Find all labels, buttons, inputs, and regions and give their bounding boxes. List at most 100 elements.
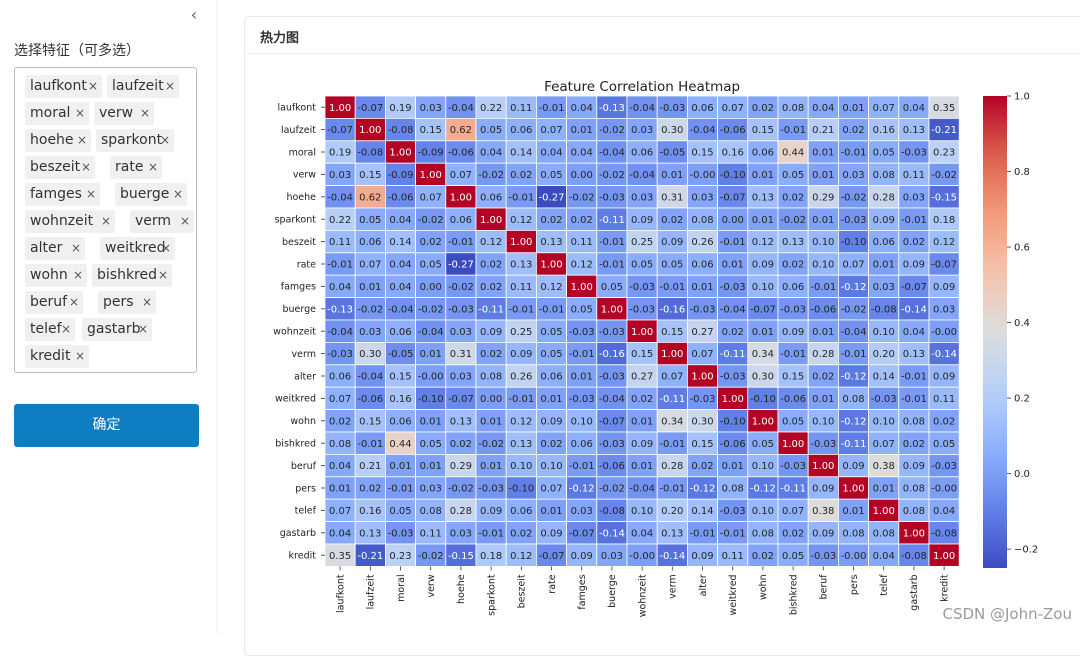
feature-tag-label: laufkont (30, 78, 87, 94)
feature-tag-bishkred[interactable]: bishkred × (92, 264, 172, 287)
cell-value: 0.05 (601, 282, 623, 293)
colorbar-tick-label: 0.8 (1014, 167, 1030, 178)
feature-tag-sparkont[interactable]: sparkont × (96, 129, 174, 152)
remove-tag-icon[interactable]: × (139, 106, 150, 120)
remove-tag-icon[interactable]: × (100, 214, 111, 228)
cell-value: -0.01 (901, 215, 927, 226)
cell-value: 0.04 (389, 282, 411, 293)
feature-tag-verm[interactable]: verm × (130, 210, 194, 233)
cell-value: 0.08 (903, 484, 925, 495)
feature-tag-laufkont[interactable]: laufkont × (25, 75, 102, 98)
cell-value: -0.03 (780, 304, 806, 315)
remove-tag-icon[interactable]: × (74, 349, 85, 363)
collapse-sidebar-icon[interactable]: ‹ (190, 5, 198, 24)
remove-tag-icon[interactable]: × (74, 106, 85, 120)
feature-tag-hoehe[interactable]: hoehe × (25, 129, 91, 152)
cell-value: 0.09 (510, 349, 532, 360)
cell-value: -0.16 (599, 349, 625, 360)
cell-value: 0.11 (510, 282, 532, 293)
cell-value: 0.10 (540, 461, 562, 472)
feature-tag-weitkred[interactable]: weitkred × (100, 237, 175, 260)
feature-tag-beszeit[interactable]: beszeit × (25, 156, 95, 179)
remove-tag-icon[interactable]: × (70, 241, 81, 255)
cell-value: 1.00 (450, 192, 472, 203)
cell-value: 0.07 (329, 394, 351, 405)
y-tick-label: telef (295, 506, 317, 517)
feature-tag-verw[interactable]: verw × (94, 102, 154, 125)
feature-tag-beruf[interactable]: beruf × (25, 291, 83, 314)
cell-value: 1.00 (329, 103, 351, 114)
feature-tag-rate[interactable]: rate × (110, 156, 162, 179)
remove-tag-icon[interactable]: × (85, 187, 96, 201)
feature-tag-wohnzeit[interactable]: wohnzeit × (25, 210, 115, 233)
remove-tag-icon[interactable]: × (147, 160, 158, 174)
feature-tag-pers[interactable]: pers × (98, 291, 156, 314)
cell-value: -0.07 (599, 416, 625, 427)
cell-value: 0.06 (691, 103, 713, 114)
cell-value: 0.26 (510, 372, 532, 383)
cell-value: 0.01 (661, 170, 683, 181)
remove-tag-icon[interactable]: × (60, 322, 71, 336)
cell-value: -0.02 (569, 192, 595, 203)
feature-tag-buerge[interactable]: buerge × (115, 183, 187, 206)
remove-tag-icon[interactable]: × (68, 295, 79, 309)
feature-multiselect[interactable]: laufkont × laufzeit × moral × verw × hoehe × spark… (14, 67, 197, 373)
remove-tag-icon[interactable]: × (159, 133, 170, 147)
cell-value: -0.02 (841, 192, 867, 203)
remove-tag-icon[interactable]: × (157, 268, 168, 282)
cell-value: 0.14 (691, 506, 713, 517)
remove-tag-icon[interactable]: × (87, 79, 98, 93)
feature-tag-kredit[interactable]: kredit × (25, 345, 89, 368)
cell-value: -0.06 (780, 394, 806, 405)
cell-value: 0.08 (722, 484, 744, 495)
x-tick-label: bishkred (788, 574, 799, 615)
cell-value: -0.02 (418, 215, 444, 226)
cell-value: 0.13 (782, 237, 804, 248)
remove-tag-icon[interactable]: × (80, 160, 91, 174)
cell-value: 0.02 (480, 260, 502, 271)
cell-value: 0.02 (540, 215, 562, 226)
cell-value: 0.05 (389, 506, 411, 517)
remove-tag-icon[interactable]: × (72, 268, 83, 282)
cell-value: 0.25 (510, 327, 532, 338)
cell-value: 0.03 (631, 192, 653, 203)
cell-value: 0.02 (782, 260, 804, 271)
cell-value: 0.11 (510, 103, 532, 114)
cell-value: -0.04 (690, 125, 716, 136)
feature-tag-telef[interactable]: telef × (25, 318, 75, 341)
cell-value: -0.03 (569, 327, 595, 338)
x-tick-label: pers (849, 574, 860, 595)
feature-tag-moral[interactable]: moral × (25, 102, 89, 125)
feature-tag-wohn[interactable]: wohn × (25, 264, 87, 287)
remove-tag-icon[interactable]: × (141, 295, 152, 309)
feature-tag-label: rate (115, 159, 144, 175)
remove-tag-icon[interactable]: × (160, 241, 171, 255)
cell-value: -0.04 (629, 484, 655, 495)
cell-value: -0.03 (841, 215, 867, 226)
cell-value: 0.13 (359, 528, 381, 539)
cell-value: 0.11 (420, 528, 442, 539)
feature-tag-famges[interactable]: famges × (25, 183, 100, 206)
feature-tag-laufzeit[interactable]: laufzeit × (107, 75, 179, 98)
cell-value: 0.01 (752, 170, 774, 181)
cell-value: 0.18 (933, 215, 955, 226)
cell-value: 0.09 (691, 551, 713, 562)
cell-value: -0.07 (750, 304, 776, 315)
remove-tag-icon[interactable]: × (179, 214, 190, 228)
sidebar: ‹ 选择特征（可多选） laufkont × laufzeit × moral × verw… (0, 0, 216, 634)
cell-value: 0.01 (812, 394, 834, 405)
cell-value: -0.08 (357, 148, 383, 159)
cell-value: 0.02 (933, 416, 955, 427)
cell-value: 0.02 (510, 170, 532, 181)
feature-tag-gastarb[interactable]: gastarb × (82, 318, 152, 341)
remove-tag-icon[interactable]: × (137, 322, 148, 336)
cell-value: -0.04 (418, 327, 444, 338)
remove-tag-icon[interactable]: × (164, 79, 175, 93)
remove-tag-icon[interactable]: × (172, 187, 183, 201)
remove-tag-icon[interactable]: × (76, 133, 87, 147)
cell-value: 0.04 (480, 148, 502, 159)
cell-value: -0.04 (327, 327, 353, 338)
feature-tag-alter[interactable]: alter × (25, 237, 85, 260)
confirm-button[interactable]: 确定 (14, 404, 199, 447)
cell-value: 0.06 (389, 416, 411, 427)
